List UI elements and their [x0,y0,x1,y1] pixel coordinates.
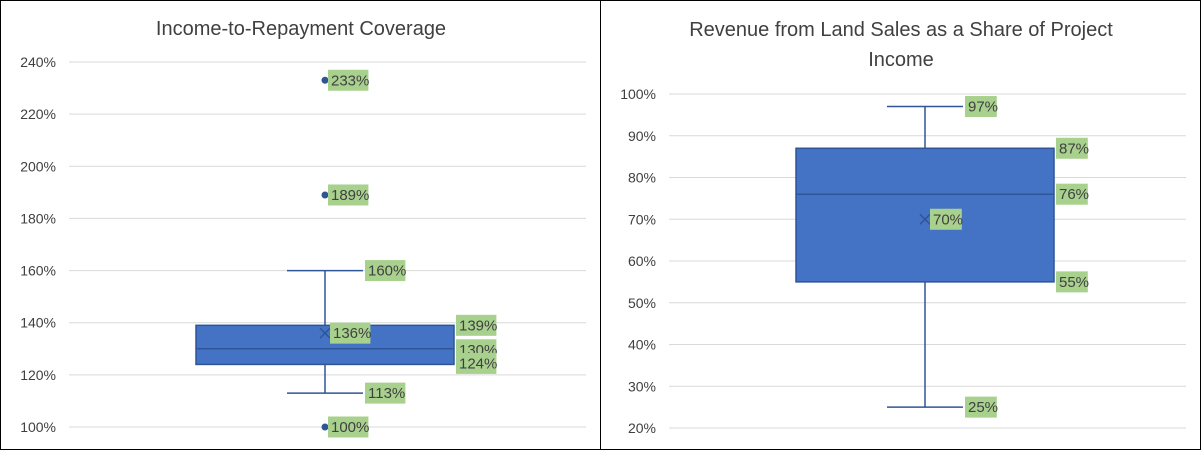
max-label: 160% [368,263,406,280]
mean-label-bg [930,208,962,230]
y-tick-label: 50% [628,295,656,311]
max-label-bg [365,260,406,282]
y-tick-label: 40% [628,337,656,353]
y-tick-label: 200% [20,158,56,174]
outlier-label: 100% [331,419,369,436]
q1-label-bg [456,352,497,374]
outlier-point [321,191,329,199]
y-tick-label: 180% [20,210,56,226]
right-chart-panel: Revenue from Land Sales as a Share of Pr… [600,0,1201,450]
q3-label-bg [1056,137,1088,159]
outlier-point [321,423,329,431]
y-tick-label: 120% [20,367,56,383]
y-tick-label: 100% [620,86,656,102]
y-tick-label: 80% [628,170,656,186]
mean-label-bg [330,322,371,344]
outlier-label-bg [328,416,369,438]
mean-marker-stroke-2 [319,327,331,339]
left-chart-panel: Income-to-Repayment Coverage 100% 120% 140… [0,0,601,450]
outlier-label: 189% [331,187,369,204]
min-label: 25% [968,399,998,416]
min-label-bg [965,396,997,418]
y-tick-label: 70% [628,211,656,227]
q3-label: 139% [459,317,497,334]
chart-title-line-1: Revenue from Land Sales as a Share of Pr… [689,19,1113,41]
y-tick-label: 220% [20,106,56,122]
q1-label: 55% [1059,274,1089,291]
chart-title-line-2: Income [868,49,934,71]
y-tick-label: 60% [628,253,656,269]
outlier-point [321,76,329,84]
iqr-box [795,147,1055,283]
min-label: 113% [368,385,405,402]
mean-label: 70% [933,211,963,228]
q3-label-bg [456,314,497,336]
y-tick-label: 100% [20,419,56,435]
mean-marker-stroke-2 [919,213,931,225]
y-tick-label: 240% [20,54,56,70]
q1-label-bg [1056,271,1088,293]
median-label-bg [1056,183,1088,205]
y-tick-label: 160% [20,263,56,279]
y-tick-label: 140% [20,315,56,331]
q3-label: 87% [1059,140,1089,157]
y-tick-label: 30% [628,378,656,394]
max-label: 97% [968,99,998,116]
land-sales-boxplot-svg: Revenue from Land Sales as a Share of Pr… [620,19,1186,436]
outlier-label-bg [328,69,369,91]
chart-title: Income-to-Repayment Coverage [156,18,446,40]
q1-label: 124% [459,355,497,372]
min-label-bg [365,382,406,404]
y-tick-label: 20% [628,420,656,436]
mean-label: 136% [333,325,371,342]
outlier-label-bg [328,184,369,206]
max-label-bg [965,96,997,118]
iqr-box [195,324,455,366]
outlier-label: 233% [331,72,369,89]
y-tick-label: 90% [628,128,656,144]
median-label: 76% [1059,186,1089,203]
coverage-boxplot-svg: Income-to-Repayment Coverage 100% 120% 140… [20,18,586,438]
